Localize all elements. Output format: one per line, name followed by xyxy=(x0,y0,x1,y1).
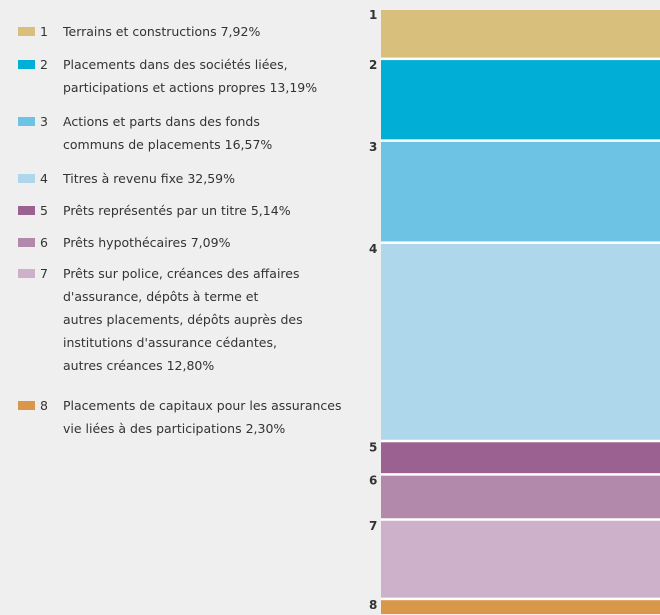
legend-text: Placements dans des sociétés liées, part… xyxy=(63,53,373,99)
legend-number: 5 xyxy=(40,203,48,218)
legend-swatch xyxy=(18,117,35,126)
segment-number: 7 xyxy=(369,519,377,533)
legend-number: 8 xyxy=(40,398,48,413)
legend-swatch xyxy=(18,269,35,278)
segment xyxy=(381,442,660,474)
segment-number: 6 xyxy=(369,474,377,488)
legend-swatch xyxy=(18,27,35,36)
legend-number: 1 xyxy=(40,24,48,39)
legend-swatch xyxy=(18,174,35,183)
segment xyxy=(381,141,660,242)
legend-name: Placements de capitaux pour les assuranc… xyxy=(63,398,342,436)
segment-number: 1 xyxy=(369,8,377,22)
legend-value: 7,92% xyxy=(220,24,261,39)
segment xyxy=(381,243,660,440)
segment xyxy=(381,10,660,58)
legend-name: Titres à revenu fixe xyxy=(63,171,184,186)
legend-text: Actions et parts dans des fonds communs … xyxy=(63,110,373,156)
legend-value: 13,19% xyxy=(269,80,318,95)
legend-number: 7 xyxy=(40,266,48,281)
legend-name: Terrains et constructions xyxy=(63,24,217,39)
segment xyxy=(381,520,660,598)
legend-text: Placements de capitaux pour les assuranc… xyxy=(63,394,373,440)
legend-value: 5,14% xyxy=(250,203,291,218)
legend-swatch xyxy=(18,238,35,247)
legend-swatch xyxy=(18,206,35,215)
legend-number: 4 xyxy=(40,171,48,186)
legend-swatch xyxy=(18,401,35,410)
segment-number: 5 xyxy=(369,440,377,454)
legend-number: 6 xyxy=(40,235,48,250)
legend-name: Placements dans des sociétés liées, part… xyxy=(63,57,288,95)
legend: 1 Terrains et constructions 7,92% 2 Placeme… xyxy=(18,20,373,440)
legend-name: Prêts sur police, créances des affaires … xyxy=(63,266,303,373)
segment-number: 2 xyxy=(369,58,377,72)
legend-text: Prêts hypothécaires 7,09% xyxy=(63,231,373,254)
legend-name: Actions et parts dans des fonds communs … xyxy=(63,114,260,152)
legend-text: Prêts sur police, créances des affaires … xyxy=(63,262,373,377)
legend-number: 3 xyxy=(40,114,48,129)
legend-name: Prêts hypothécaires xyxy=(63,235,187,250)
legend-swatch xyxy=(18,60,35,69)
legend-value: 16,57% xyxy=(224,137,273,152)
segment-number: 3 xyxy=(369,140,377,154)
legend-value: 2,30% xyxy=(245,421,286,436)
legend-value: 32,59% xyxy=(187,171,235,186)
legend-value: 12,80% xyxy=(166,358,215,373)
legend-value: 7,09% xyxy=(190,235,231,250)
legend-name: Prêts représentés par un titre xyxy=(63,203,247,218)
legend-text: Prêts représentés par un titre 5,14% xyxy=(63,199,373,222)
segment xyxy=(381,60,660,140)
legend-text: Terrains et constructions 7,92% xyxy=(63,20,373,43)
legend-text: Titres à revenu fixe 32,59% xyxy=(63,167,373,190)
segment xyxy=(381,475,660,519)
legend-number: 2 xyxy=(40,57,48,72)
segment xyxy=(381,600,660,614)
segment-number: 4 xyxy=(369,242,377,256)
segment-number: 8 xyxy=(369,598,377,612)
